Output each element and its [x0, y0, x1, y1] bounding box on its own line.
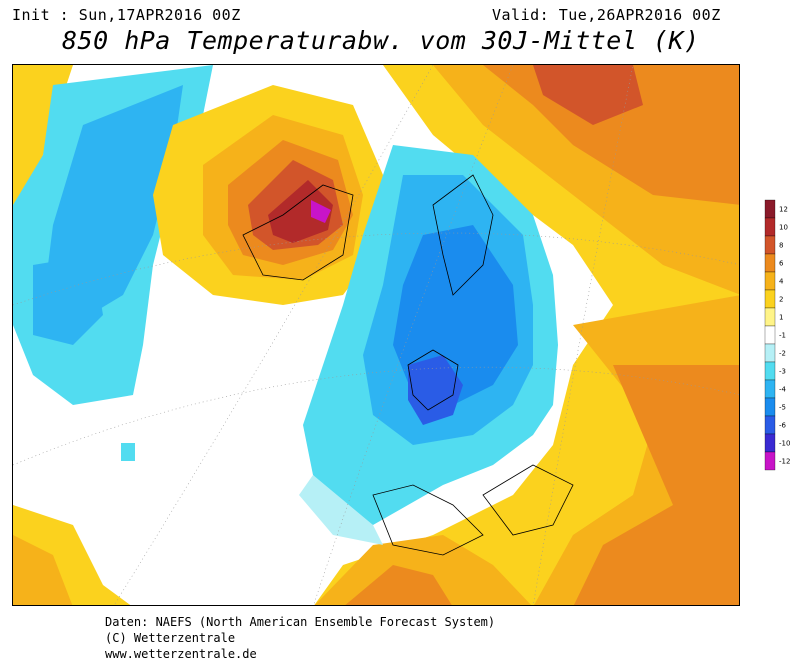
legend-swatch — [764, 199, 776, 219]
legend-tick-label: -3 — [779, 368, 786, 376]
legend-tick-label: -6 — [779, 422, 787, 430]
legend-tick-label: 4 — [779, 278, 784, 286]
valid-time: Valid: Tue,26APR2016 00Z — [492, 6, 721, 24]
legend-tick-label: 6 — [779, 260, 784, 268]
legend-swatch — [764, 289, 776, 309]
color-scale: 12 10 8 6 4 2 1 -1 -2 -3 -4 -5 -6 -10 -12 — [764, 199, 790, 471]
init-time: Init : Sun,17APR2016 00Z — [12, 6, 241, 24]
footer-website: www.wetterzentrale.de — [105, 647, 257, 661]
legend-tick-label: 12 — [779, 206, 788, 214]
temperature-anomaly-map — [12, 64, 740, 606]
legend-tick-label: 10 — [779, 224, 788, 232]
color-scale-legend: 12 10 8 6 4 2 1 -1 -2 -3 -4 -5 -6 -10 -12 — [764, 199, 790, 471]
legend-tick-label: -5 — [779, 404, 786, 412]
legend-swatch — [764, 361, 776, 381]
legend-swatch — [764, 433, 776, 453]
legend-tick-label: -10 — [779, 440, 790, 448]
legend-tick-label: 2 — [779, 296, 783, 304]
legend-swatch — [764, 235, 776, 255]
legend-swatch — [764, 415, 776, 435]
legend-tick-label: 8 — [779, 242, 783, 250]
legend-swatch — [764, 271, 776, 291]
footer-copyright: (C) Wetterzentrale — [105, 631, 236, 645]
legend-swatch — [764, 343, 776, 363]
legend-swatch — [764, 379, 776, 399]
legend-swatch — [764, 253, 776, 273]
footer-data-source: Daten: NAEFS (North American Ensemble Fo… — [105, 615, 496, 629]
legend-tick-label: -1 — [779, 332, 786, 340]
legend-swatch — [764, 325, 776, 345]
legend-tick-label: 1 — [779, 314, 783, 322]
legend-swatch — [764, 451, 776, 471]
legend-tick-label: -2 — [779, 350, 786, 358]
legend-tick-label: -12 — [779, 458, 790, 466]
legend-swatch — [764, 217, 776, 237]
legend-swatch — [764, 397, 776, 417]
footer: Daten: NAEFS (North American Ensemble Fo… — [105, 614, 495, 662]
legend-swatch — [764, 307, 776, 327]
anomaly-field — [13, 65, 739, 605]
legend-tick-label: -4 — [779, 386, 787, 394]
map-title: 850 hPa Temperaturabw. vom 30J-Mittel (K… — [62, 26, 700, 55]
